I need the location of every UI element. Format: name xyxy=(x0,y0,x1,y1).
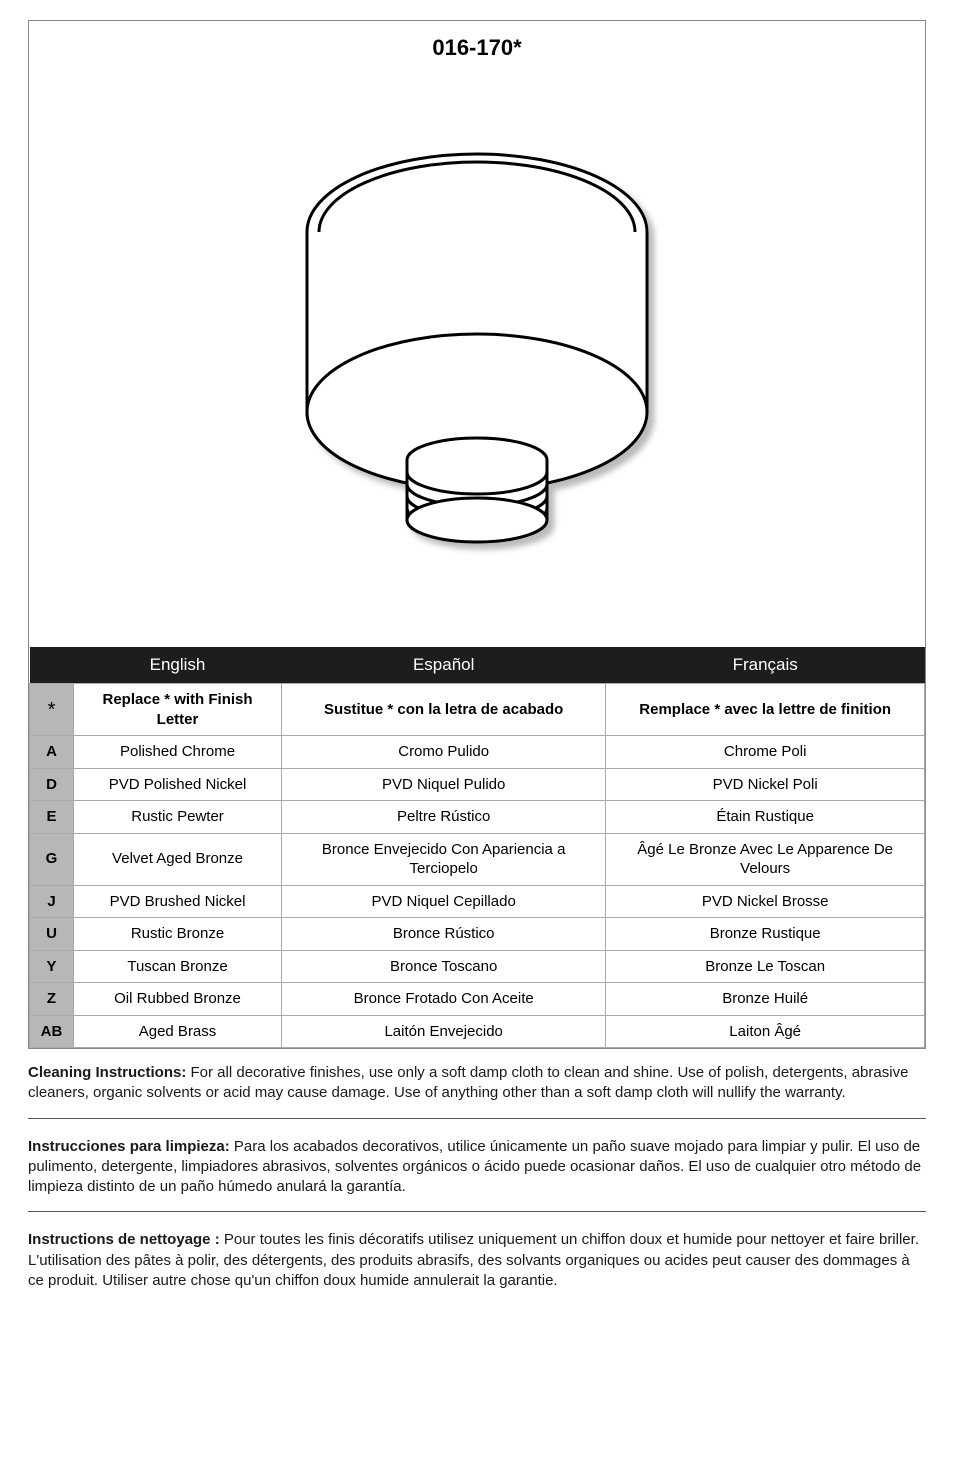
finish-fr: Bronze Rustique xyxy=(606,918,925,951)
finish-fr: Bronze Huilé xyxy=(606,983,925,1016)
finish-code: Y xyxy=(30,950,74,983)
table-row: U Rustic Bronze Bronce Rústico Bronze Ru… xyxy=(30,918,925,951)
finish-fr: Laiton Âgé xyxy=(606,1015,925,1048)
finish-code: G xyxy=(30,833,74,885)
replace-fr: Remplace * avec la lettre de finition xyxy=(606,684,925,736)
finish-fr: PVD Nickel Brosse xyxy=(606,885,925,918)
finish-en: PVD Polished Nickel xyxy=(74,768,282,801)
col-header-blank xyxy=(30,647,74,684)
finish-fr: Âgé Le Bronze Avec Le Apparence De Velou… xyxy=(606,833,925,885)
finish-fr: Bronze Le Toscan xyxy=(606,950,925,983)
finish-code: E xyxy=(30,801,74,834)
finish-en: Velvet Aged Bronze xyxy=(74,833,282,885)
instr-label-en: Cleaning Instructions: xyxy=(28,1064,186,1081)
col-header-english: English xyxy=(74,647,282,684)
cleaning-instructions-es: Instrucciones para limpieza: Para los ac… xyxy=(28,1123,926,1208)
finish-en: Rustic Pewter xyxy=(74,801,282,834)
finish-es: PVD Niquel Pulido xyxy=(282,768,606,801)
finish-es: Bronce Envejecido Con Apariencia a Terci… xyxy=(282,833,606,885)
finish-en: Rustic Bronze xyxy=(74,918,282,951)
product-code-title: 016-170* xyxy=(29,21,925,67)
finish-fr: Chrome Poli xyxy=(606,736,925,769)
finish-en: Oil Rubbed Bronze xyxy=(74,983,282,1016)
finish-table: English Español Français * Replace * wit… xyxy=(29,647,925,1048)
separator xyxy=(28,1211,926,1212)
product-frame: 016-170* xyxy=(28,20,926,1049)
finish-fr: Étain Rustique xyxy=(606,801,925,834)
instr-label-fr: Instructions de nettoyage : xyxy=(28,1231,220,1248)
finish-es: PVD Niquel Cepillado xyxy=(282,885,606,918)
finish-en: Aged Brass xyxy=(74,1015,282,1048)
finish-code: AB xyxy=(30,1015,74,1048)
table-row: E Rustic Pewter Peltre Rústico Étain Rus… xyxy=(30,801,925,834)
finish-es: Bronce Toscano xyxy=(282,950,606,983)
col-header-french: Français xyxy=(606,647,925,684)
finish-code: Z xyxy=(30,983,74,1016)
replace-en: Replace * with Finish Letter xyxy=(74,684,282,736)
table-row: D PVD Polished Nickel PVD Niquel Pulido … xyxy=(30,768,925,801)
finish-es: Cromo Pulido xyxy=(282,736,606,769)
finish-code: J xyxy=(30,885,74,918)
finish-table-head: English Español Français xyxy=(30,647,925,684)
finish-table-body: * Replace * with Finish Letter Sustitue … xyxy=(30,684,925,1048)
finish-en: Polished Chrome xyxy=(74,736,282,769)
finish-code: A xyxy=(30,736,74,769)
replace-instruction-row: * Replace * with Finish Letter Sustitue … xyxy=(30,684,925,736)
separator xyxy=(28,1118,926,1119)
table-row: AB Aged Brass Laitón Envejecido Laiton Â… xyxy=(30,1015,925,1048)
finish-code: U xyxy=(30,918,74,951)
table-row: J PVD Brushed Nickel PVD Niquel Cepillad… xyxy=(30,885,925,918)
finish-en: PVD Brushed Nickel xyxy=(74,885,282,918)
instr-label-es: Instrucciones para limpieza: xyxy=(28,1138,230,1155)
star-cell: * xyxy=(30,684,74,736)
replace-es: Sustitue * con la letra de acabado xyxy=(282,684,606,736)
product-illustration xyxy=(29,67,925,647)
finish-es: Bronce Frotado Con Aceite xyxy=(282,983,606,1016)
finish-es: Peltre Rústico xyxy=(282,801,606,834)
table-row: Z Oil Rubbed Bronze Bronce Frotado Con A… xyxy=(30,983,925,1016)
cleaning-instructions-en: Cleaning Instructions: For all decorativ… xyxy=(28,1049,926,1114)
finish-code: D xyxy=(30,768,74,801)
table-row: Y Tuscan Bronze Bronce Toscano Bronze Le… xyxy=(30,950,925,983)
table-row: G Velvet Aged Bronze Bronce Envejecido C… xyxy=(30,833,925,885)
finish-es: Bronce Rústico xyxy=(282,918,606,951)
finish-es: Laitón Envejecido xyxy=(282,1015,606,1048)
col-header-spanish: Español xyxy=(282,647,606,684)
finish-en: Tuscan Bronze xyxy=(74,950,282,983)
cleaning-instructions-fr: Instructions de nettoyage : Pour toutes … xyxy=(28,1216,926,1301)
table-row: A Polished Chrome Cromo Pulido Chrome Po… xyxy=(30,736,925,769)
finish-fr: PVD Nickel Poli xyxy=(606,768,925,801)
cap-illustration-svg xyxy=(267,112,687,572)
